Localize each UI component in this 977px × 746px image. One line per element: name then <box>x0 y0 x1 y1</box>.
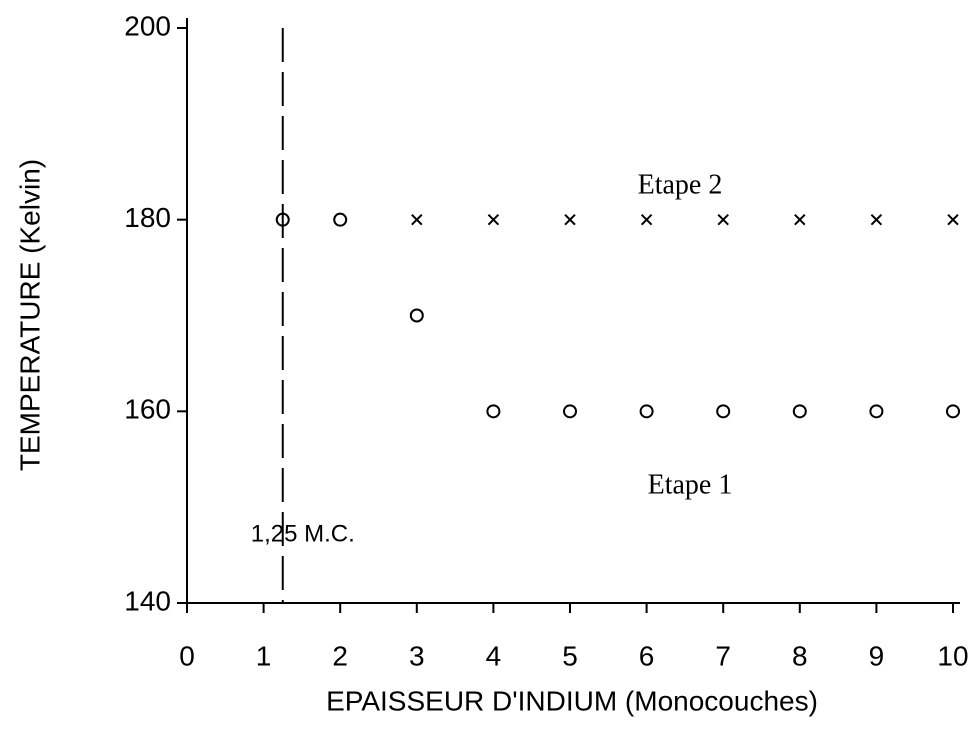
point <box>947 213 959 226</box>
point <box>487 213 500 226</box>
point <box>640 213 653 226</box>
x-tick-label: 4 <box>486 640 502 671</box>
point <box>333 212 348 227</box>
x-tick-label: 0 <box>179 640 195 671</box>
point <box>870 213 883 226</box>
point <box>409 308 424 323</box>
x-tick-label: 3 <box>409 640 425 671</box>
y-tick-label: 180 <box>124 202 171 233</box>
point <box>716 404 731 419</box>
point <box>717 213 729 226</box>
annotation: Etape 1 <box>648 469 733 500</box>
point <box>411 213 423 226</box>
point <box>792 404 807 419</box>
point <box>564 213 576 226</box>
y-axis-label: TEMPERATURE (Kelvin) <box>14 159 45 471</box>
x-axis-label: EPAISSEUR D'INDIUM (Monocouches) <box>326 685 818 716</box>
reference-label: 1,25 M.C. <box>251 520 355 547</box>
point <box>946 404 960 419</box>
x-tick-label: 7 <box>715 640 731 671</box>
point <box>486 404 501 419</box>
x-tick-label: 9 <box>869 640 885 671</box>
x-tick-label: 5 <box>562 640 578 671</box>
x-tick-label: 8 <box>792 640 808 671</box>
point <box>794 213 806 226</box>
x-tick-label: 1 <box>256 640 272 671</box>
x-tick-label: 6 <box>639 640 655 671</box>
point <box>639 404 654 419</box>
y-tick-label: 160 <box>124 394 171 425</box>
x-tick-label: 10 <box>937 640 968 671</box>
x-tick-label: 2 <box>332 640 348 671</box>
point <box>869 404 884 419</box>
y-tick-label: 140 <box>124 585 171 616</box>
y-tick-label: 200 <box>124 10 171 41</box>
point <box>275 212 290 227</box>
point <box>563 404 577 419</box>
annotation: Etape 2 <box>638 169 723 200</box>
